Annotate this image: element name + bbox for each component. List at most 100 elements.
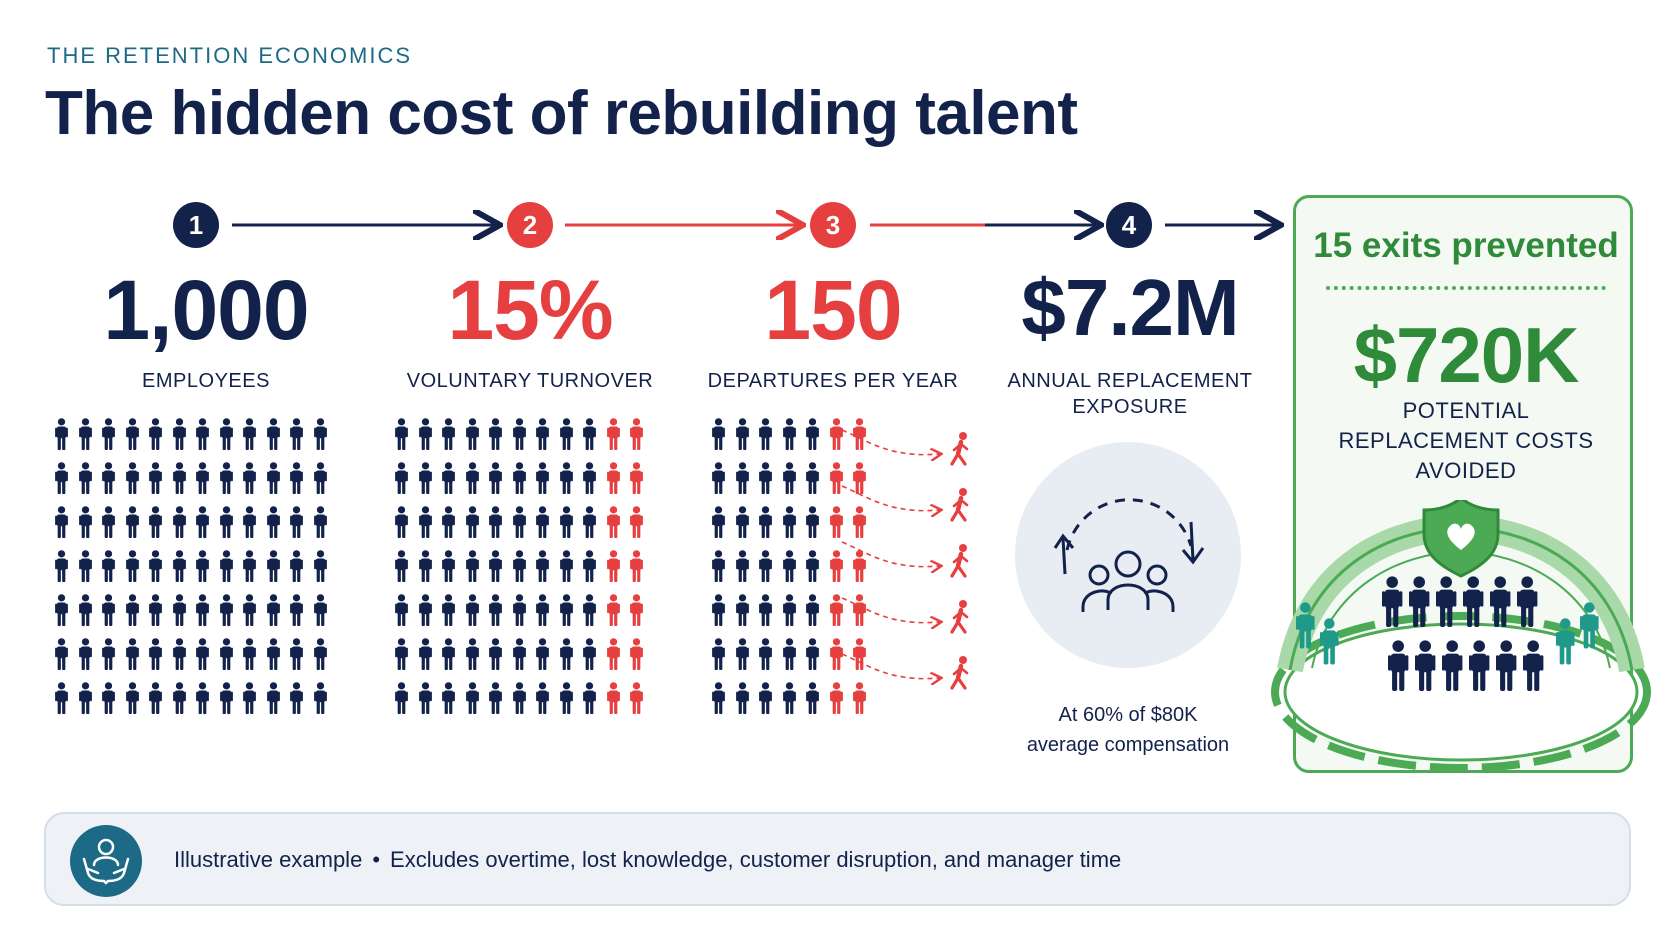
person-icon <box>712 682 725 714</box>
person-icon <box>712 550 725 582</box>
person-icon <box>829 594 843 626</box>
person-icon <box>290 462 303 494</box>
person-icon <box>418 594 432 626</box>
person-icon <box>735 550 749 582</box>
person-icon <box>536 682 549 714</box>
step-4-caption-line2: EXPOSURE <box>1072 396 1188 418</box>
person-icon <box>102 638 115 670</box>
person-icon <box>630 638 643 670</box>
person-icon <box>583 506 596 538</box>
person-icon <box>442 594 455 626</box>
person-icon <box>78 682 92 714</box>
person-icon <box>418 506 432 538</box>
step-3-caption: DEPARTURES PER YEAR <box>707 370 959 392</box>
person-icon <box>712 462 725 494</box>
person-icon <box>782 682 796 714</box>
footer-label: Illustrative example <box>174 847 363 872</box>
person-icon <box>78 594 92 626</box>
person-icon <box>853 462 866 494</box>
person-icon <box>712 418 725 450</box>
person-icon <box>418 682 432 714</box>
person-icon <box>489 550 502 582</box>
person-icon <box>243 462 256 494</box>
person-icon <box>442 418 455 450</box>
person-icon <box>512 506 526 538</box>
person-icon <box>583 682 596 714</box>
person-icon <box>536 594 549 626</box>
person-icon <box>102 418 115 450</box>
departure-arrow <box>841 429 940 455</box>
person-icon <box>853 506 866 538</box>
person-icon <box>489 462 502 494</box>
walking-person-icon <box>950 432 969 466</box>
person-icon <box>853 594 866 626</box>
person-icon <box>1388 640 1409 691</box>
person-icon <box>1296 602 1315 649</box>
person-icon <box>196 594 209 626</box>
step-1-badge: 1 <box>173 202 219 248</box>
person-icon <box>125 638 139 670</box>
person-icon <box>536 462 549 494</box>
person-icon <box>149 638 162 670</box>
person-icon <box>759 462 772 494</box>
person-icon <box>1382 576 1403 627</box>
walking-person-icon <box>950 656 969 690</box>
person-icon <box>583 418 596 450</box>
person-icon <box>512 462 526 494</box>
person-icon <box>489 506 502 538</box>
person-icon <box>759 506 772 538</box>
person-icon <box>853 682 866 714</box>
person-icon <box>465 594 479 626</box>
step-4-note-line1: At 60% of $80K <box>1058 704 1198 726</box>
person-icon <box>196 682 209 714</box>
person-icon <box>102 594 115 626</box>
person-icon <box>489 594 502 626</box>
eyebrow: THE RETENTION ECONOMICS <box>47 43 413 68</box>
step-4-badge: 4 <box>1106 202 1152 248</box>
person-icon <box>418 462 432 494</box>
person-icon <box>1409 576 1430 627</box>
person-icon <box>290 418 303 450</box>
employees-grid <box>55 418 327 714</box>
person-icon <box>243 638 256 670</box>
person-icon <box>313 462 327 494</box>
person-icon <box>78 638 92 670</box>
person-icon <box>243 506 256 538</box>
person-icon <box>102 462 115 494</box>
person-icon <box>759 418 772 450</box>
person-icon <box>806 506 819 538</box>
person-icon <box>1556 618 1575 665</box>
person-icon <box>806 638 819 670</box>
person-icon <box>1523 640 1544 691</box>
footer-separator: • <box>372 847 381 872</box>
person-icon <box>266 506 280 538</box>
person-icon <box>290 506 303 538</box>
person-icon <box>583 462 596 494</box>
person-icon <box>149 682 162 714</box>
person-icon <box>512 638 526 670</box>
person-icon <box>1463 576 1484 627</box>
person-icon <box>782 506 796 538</box>
person-icon <box>512 418 526 450</box>
step-3-badge: 3 <box>810 202 856 248</box>
person-icon <box>782 462 796 494</box>
person-icon <box>630 506 643 538</box>
person-icon <box>829 682 843 714</box>
person-icon <box>759 682 772 714</box>
person-icon <box>266 462 280 494</box>
person-icon <box>630 594 643 626</box>
person-icon <box>172 418 186 450</box>
person-icon <box>1496 640 1517 691</box>
person-icon <box>559 638 573 670</box>
person-icon <box>630 462 643 494</box>
person-icon <box>536 638 549 670</box>
person-icon <box>55 594 68 626</box>
person-icon <box>395 638 408 670</box>
turnover-grid <box>395 418 643 714</box>
step-4-caption: ANNUAL REPLACEMENT EXPOSURE <box>980 368 1280 420</box>
person-icon <box>465 418 479 450</box>
person-icon <box>442 550 455 582</box>
person-icon <box>196 418 209 450</box>
person-icon <box>78 418 92 450</box>
group-icon <box>1081 550 1175 612</box>
